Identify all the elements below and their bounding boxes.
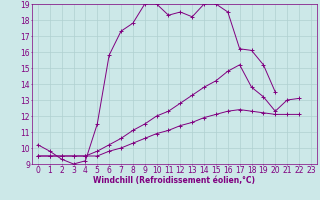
X-axis label: Windchill (Refroidissement éolien,°C): Windchill (Refroidissement éolien,°C) — [93, 176, 255, 185]
